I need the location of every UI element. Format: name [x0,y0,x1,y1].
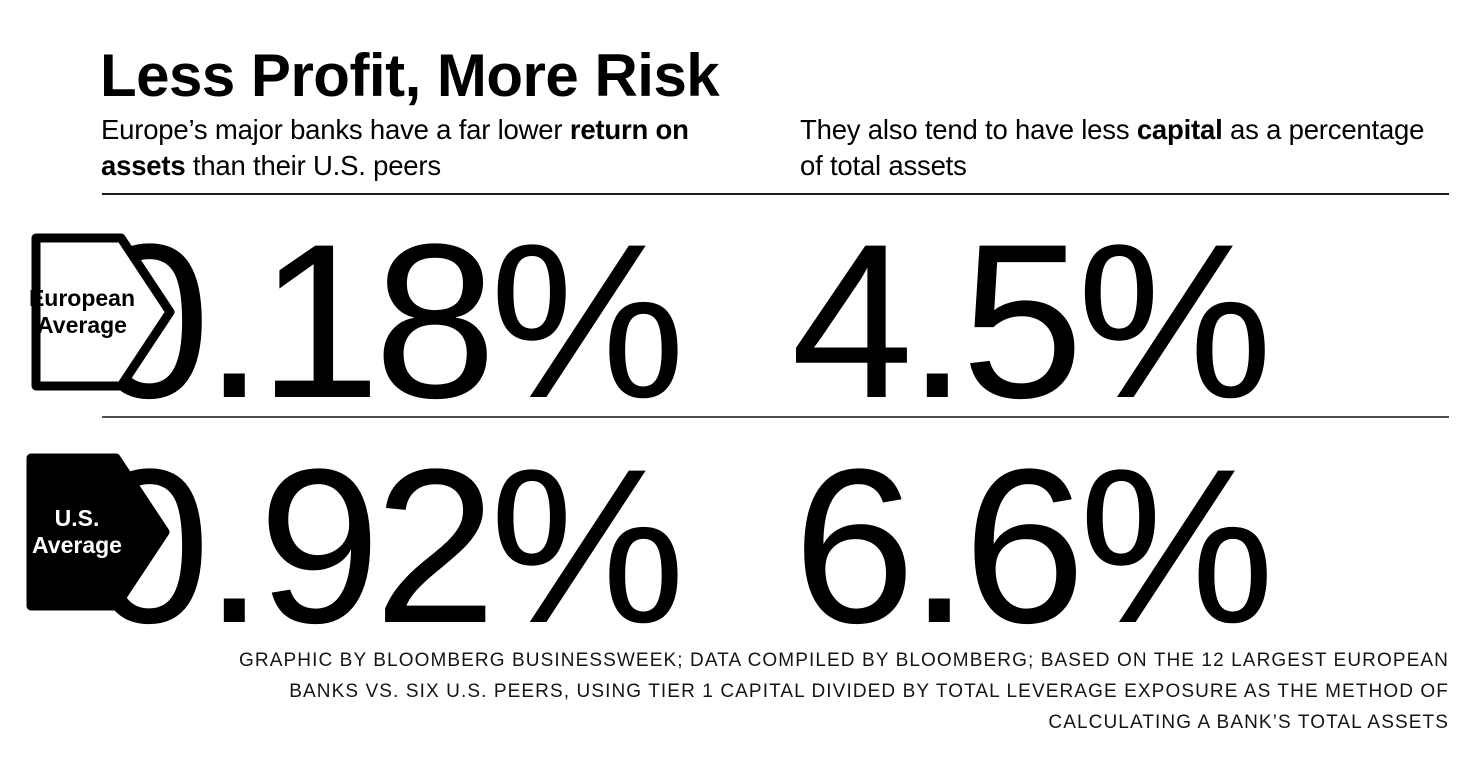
subtitle-right-pre: They also tend to have less [800,114,1137,145]
stat-us-return-on-assets: 0.92% [88,423,685,669]
footer-credit: GRAPHIC BY BLOOMBERG BUSINESSWEEK; DATA … [239,645,1449,738]
tag-label-line: Average [37,312,127,338]
divider-middle [102,416,1449,418]
footer-credit-line: GRAPHIC BY BLOOMBERG BUSINESSWEEK; DATA … [239,650,1449,671]
arrow-tag-outline-shape [31,233,175,391]
subtitle-right-post: as a percentage of total assets [800,114,1425,181]
tag-european-average-label: European Average [26,233,176,391]
tag-us-average-label: U.S. Average [21,453,171,611]
tag-label-line: European [28,285,136,311]
subtitle-left-post: than their U.S. peers [185,150,441,181]
stat-european-capital-pct: 4.5% [791,198,1273,444]
stat-us-capital-pct: 6.6% [793,423,1275,669]
tag-us-average: U.S. Average [21,453,171,611]
subtitle-left-pre: Europe’s major banks have a far lower [101,114,570,145]
divider-top [102,193,1449,195]
subtitle-right-bold: capital [1136,114,1223,145]
stat-european-return-on-assets: 0.18% [88,198,685,444]
tag-label-line: Average [32,532,122,558]
footer-credit-line: CALCULATING A BANK’S TOTAL ASSETS [1048,712,1449,733]
footer-credit-line: BANKS VS. SIX U.S. PEERS, USING TIER 1 C… [289,681,1449,702]
subtitle-return-on-assets: Europe’s major banks have a far lower re… [101,112,721,184]
page-title: Less Profit, More Risk [100,42,720,109]
subtitle-left-bold: return on assets [101,114,689,181]
tag-european-average: European Average [26,233,176,391]
subtitle-capital: They also tend to have less capital as a… [800,112,1450,184]
tag-label-line: U.S. [54,505,100,531]
arrow-tag-solid-shape [26,453,170,611]
